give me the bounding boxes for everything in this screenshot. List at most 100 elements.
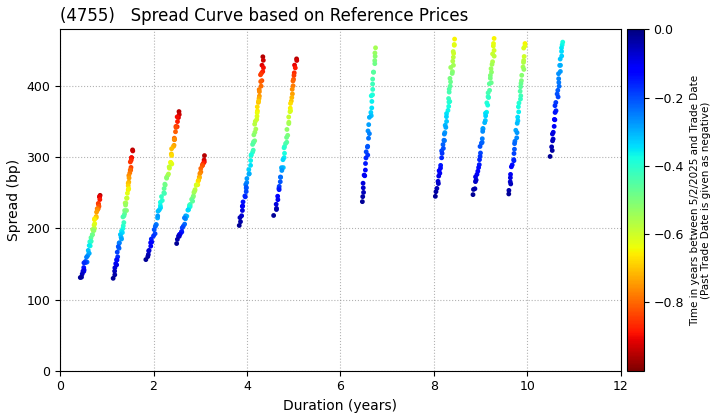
Point (236, 213, 248, 219)
Point (513, 100, 525, 106)
Point (358, 184, 369, 191)
Point (274, 178, 286, 185)
Point (94, 193, 105, 200)
Point (480, 113, 492, 119)
Point (366, 105, 377, 111)
Point (125, 167, 136, 173)
Point (174, 108, 185, 115)
Point (117, 223, 129, 229)
Point (122, 186, 134, 193)
Point (284, 108, 296, 115)
Point (246, 151, 257, 158)
Point (83, 250, 94, 257)
Point (121, 195, 132, 202)
Point (446, 68, 458, 75)
Point (272, 193, 284, 199)
Point (249, 121, 261, 128)
Point (199, 152, 210, 159)
Point (356, 198, 368, 205)
Point (78, 264, 89, 271)
Point (148, 233, 159, 239)
Point (503, 191, 515, 197)
Point (444, 75, 456, 82)
Point (445, 79, 456, 85)
Point (357, 180, 369, 186)
Point (199, 158, 210, 165)
Point (112, 243, 124, 250)
Point (288, 76, 300, 83)
Point (122, 195, 133, 202)
Point (82, 252, 94, 259)
Point (152, 213, 163, 219)
Point (363, 135, 374, 142)
Point (127, 147, 138, 154)
Point (364, 114, 375, 121)
Point (149, 230, 161, 237)
Point (481, 100, 492, 106)
Point (279, 150, 290, 157)
Point (195, 168, 207, 175)
Point (256, 62, 268, 68)
Point (556, 45, 567, 51)
Point (145, 239, 156, 246)
Point (552, 91, 563, 97)
Point (286, 94, 297, 101)
Point (237, 202, 248, 209)
Point (449, 36, 460, 42)
Point (257, 53, 269, 60)
Point (369, 60, 381, 67)
Text: (4755)   Spread Curve based on Reference Prices: (4755) Spread Curve based on Reference P… (60, 7, 469, 25)
Point (436, 155, 447, 161)
Point (166, 161, 178, 168)
Point (126, 154, 138, 161)
Point (486, 61, 498, 68)
Point (287, 91, 298, 97)
Point (549, 109, 561, 116)
Point (505, 181, 516, 187)
Point (187, 198, 199, 205)
Point (91, 205, 103, 212)
Point (240, 184, 252, 191)
Point (140, 256, 152, 263)
Point (291, 57, 302, 64)
Point (441, 110, 452, 117)
Point (123, 178, 135, 185)
Point (556, 48, 567, 55)
Point (447, 58, 459, 65)
Point (433, 167, 445, 174)
Point (123, 172, 135, 179)
Point (188, 193, 199, 199)
Point (81, 254, 92, 260)
Point (255, 71, 266, 78)
Point (554, 56, 566, 63)
Point (238, 199, 249, 205)
Point (516, 72, 528, 79)
Point (511, 129, 523, 136)
Point (488, 47, 500, 54)
Point (84, 239, 96, 245)
Point (279, 154, 290, 161)
Point (233, 222, 245, 229)
Point (78, 268, 89, 275)
Point (166, 150, 177, 157)
Point (123, 185, 135, 192)
Point (171, 236, 183, 243)
Point (174, 111, 185, 118)
Point (182, 207, 194, 213)
Point (441, 113, 452, 120)
Point (448, 62, 459, 68)
Point (248, 147, 259, 154)
Point (512, 114, 523, 121)
Point (280, 140, 292, 147)
Point (474, 143, 486, 150)
Point (235, 218, 246, 225)
Point (549, 116, 561, 123)
Point (195, 165, 207, 172)
Point (163, 171, 174, 177)
Point (487, 43, 499, 50)
Point (511, 120, 523, 127)
Point (240, 188, 252, 195)
Point (550, 99, 562, 106)
Point (480, 117, 491, 124)
Point (487, 40, 499, 47)
